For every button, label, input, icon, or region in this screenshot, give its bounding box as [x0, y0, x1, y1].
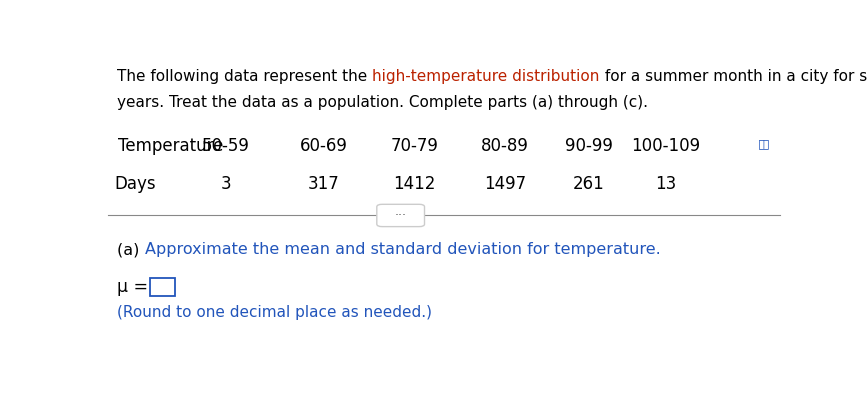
Text: 261: 261	[573, 175, 604, 193]
Text: 80-89: 80-89	[481, 137, 529, 155]
Text: Temperature: Temperature	[119, 137, 224, 155]
Text: 50-59: 50-59	[202, 137, 250, 155]
Text: 100-109: 100-109	[631, 137, 701, 155]
Text: Days: Days	[114, 175, 156, 193]
FancyBboxPatch shape	[377, 204, 425, 226]
Bar	[150, 278, 175, 296]
Text: years. Treat the data as a population. Complete parts (a) through (c).: years. Treat the data as a population. C…	[117, 95, 649, 109]
Text: The following data represent the: The following data represent the	[117, 69, 372, 84]
Text: 60-69: 60-69	[299, 137, 348, 155]
Text: for a summer month in a city for some of the last 130: for a summer month in a city for some of…	[600, 69, 867, 84]
Text: 13: 13	[655, 175, 677, 193]
Text: (Round to one decimal place as needed.): (Round to one decimal place as needed.)	[117, 305, 432, 320]
Text: Approximate the mean and standard deviation for temperature.: Approximate the mean and standard deviat…	[145, 242, 661, 257]
Text: ◫: ◫	[758, 137, 769, 150]
Text: 317: 317	[308, 175, 339, 193]
Text: 70-79: 70-79	[390, 137, 438, 155]
Text: ···: ···	[394, 209, 407, 222]
Text: (a): (a)	[117, 242, 145, 257]
Text: 1497: 1497	[484, 175, 526, 193]
Text: 1412: 1412	[393, 175, 435, 193]
Text: high-temperature distribution: high-temperature distribution	[372, 69, 600, 84]
Text: 3: 3	[220, 175, 231, 193]
Text: 90-99: 90-99	[565, 137, 613, 155]
Text: μ =: μ =	[117, 278, 148, 296]
